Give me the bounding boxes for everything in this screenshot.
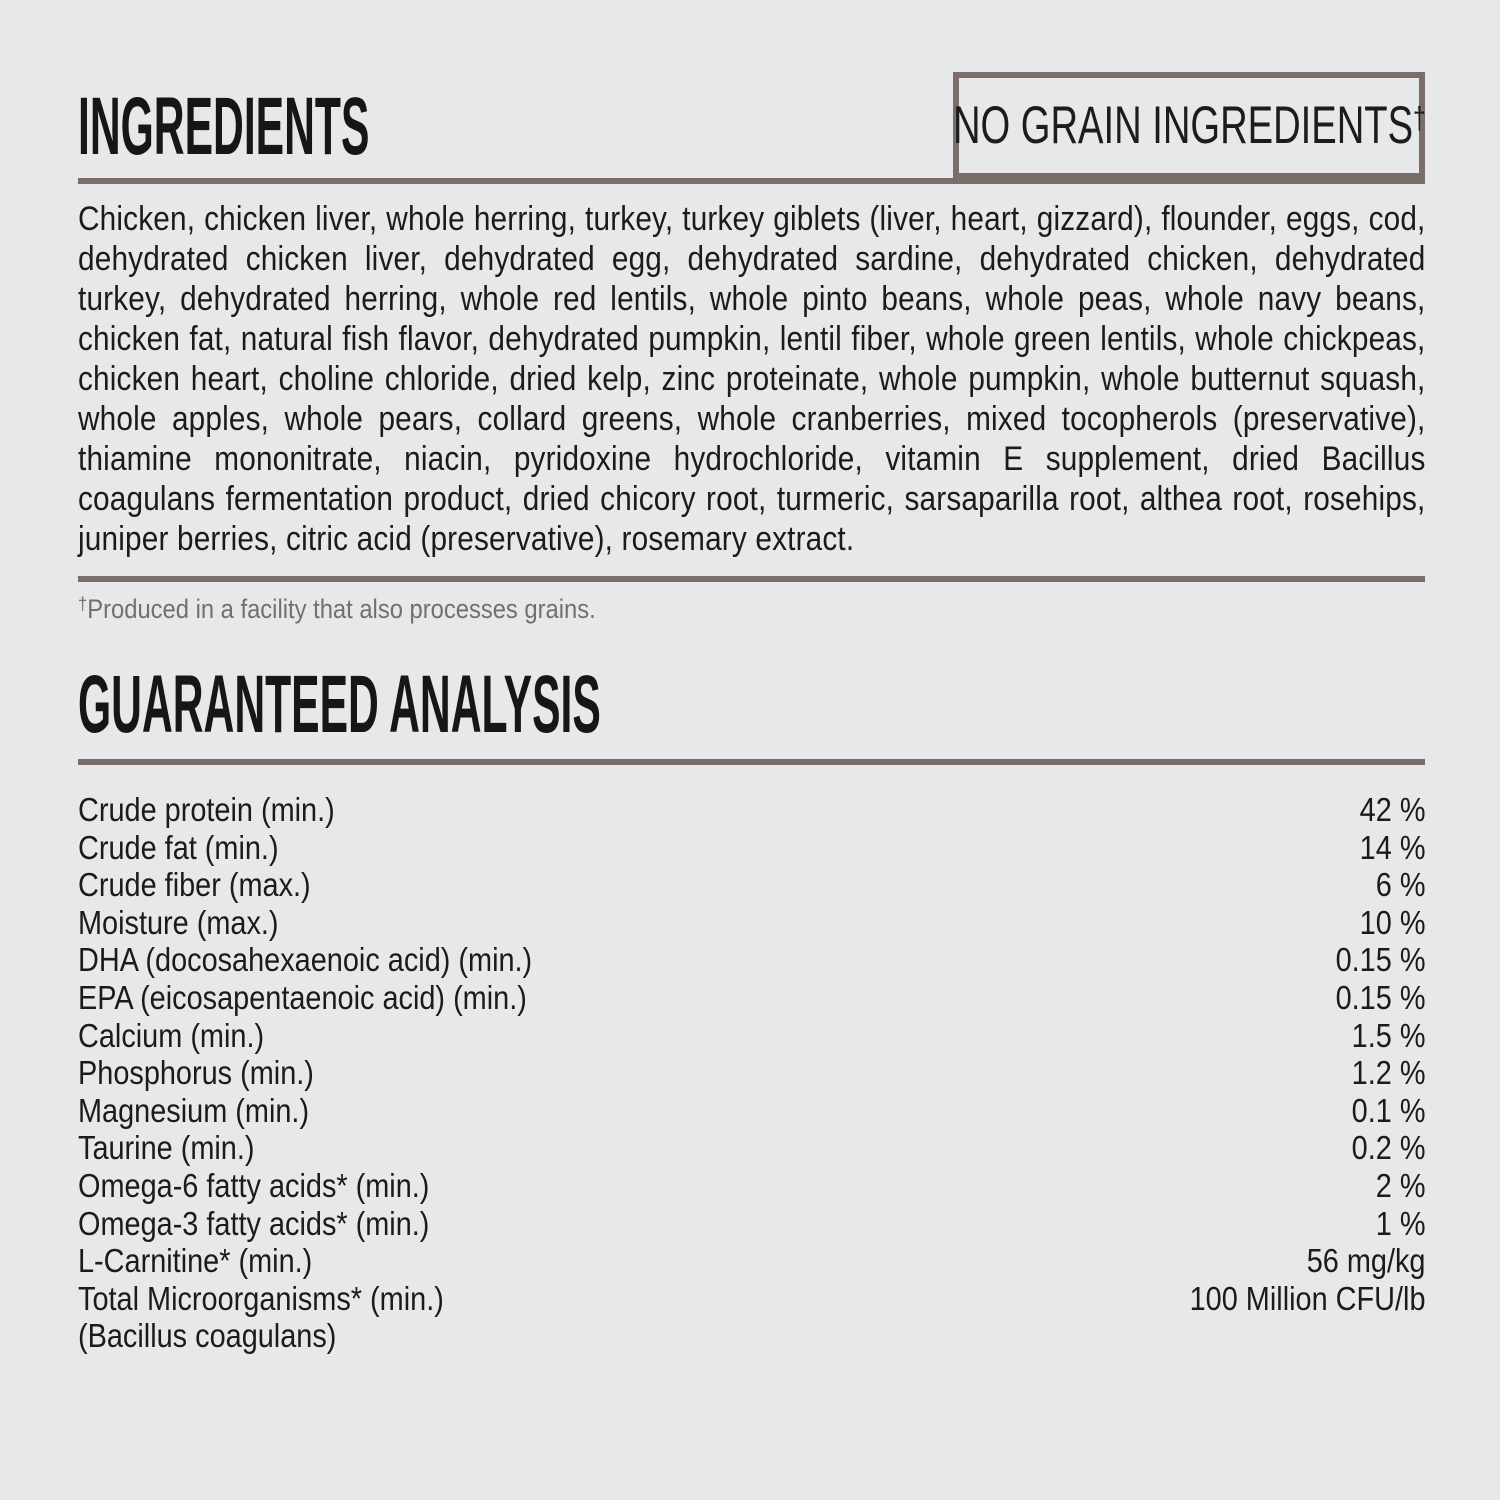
nutrient-label: Omega-6 fatty acids* (min.): [78, 1166, 430, 1204]
table-row: EPA (eicosapentaenoic acid) (min.) 0.15 …: [78, 979, 1426, 1017]
table-row: Crude fiber (max.) 6 %: [78, 866, 1426, 904]
nutrient-value: 1.2 %: [1351, 1054, 1426, 1092]
table-row: (Bacillus coagulans): [78, 1317, 1426, 1355]
nutrient-label: DHA (docosahexaenoic acid) (min.): [78, 941, 533, 979]
nutrient-value: 100 Million CFU/lb: [1189, 1279, 1426, 1317]
table-row: Calcium (min.) 1.5 %: [78, 1017, 1426, 1055]
nutrient-label: Crude fat (min.): [78, 828, 279, 866]
footnote-divider-rule: [78, 576, 1425, 582]
table-row: Phosphorus (min.) 1.2 %: [78, 1054, 1426, 1092]
table-row: Taurine (min.) 0.2 %: [78, 1129, 1426, 1167]
no-grain-badge-text: NO GRAIN INGREDIENTS†: [953, 99, 1426, 152]
ingredients-title: INGREDIENTS: [78, 81, 370, 172]
table-row: Magnesium (min.) 0.1 %: [78, 1092, 1426, 1130]
guaranteed-analysis-table: Crude protein (min.) 42 % Crude fat (min…: [78, 791, 1426, 1355]
dagger-symbol: †: [1412, 100, 1426, 136]
table-row: Crude fat (min.) 14 %: [78, 829, 1426, 867]
nutrient-value: 42 %: [1359, 791, 1426, 828]
nutrient-label: Crude fiber (max.): [78, 866, 311, 904]
nutrient-label: EPA (eicosapentaenoic acid) (min.): [78, 978, 527, 1016]
nutrient-value: 0.2 %: [1351, 1129, 1426, 1167]
table-row: Crude protein (min.) 42 %: [78, 791, 1426, 829]
nutrient-value: 6 %: [1375, 866, 1426, 904]
nutrient-value: 2 %: [1375, 1166, 1426, 1204]
table-row: Moisture (max.) 10 %: [78, 904, 1426, 942]
nutrient-label: Magnesium (min.): [78, 1091, 310, 1129]
table-row: Total Microorganisms* (min.) 100 Million…: [78, 1280, 1426, 1318]
nutrient-value: 14 %: [1359, 828, 1426, 866]
ingredients-list-text: Chicken, chicken liver, whole herring, t…: [78, 200, 1426, 558]
table-row: L-Carnitine* (min.) 56 mg/kg: [78, 1242, 1426, 1280]
nutrient-label: Total Microorganisms* (min.): [78, 1279, 444, 1317]
no-grain-badge: NO GRAIN INGREDIENTS†: [953, 72, 1425, 179]
nutrient-value: 1 %: [1375, 1204, 1426, 1242]
nutrient-label: L-Carnitine* (min.): [78, 1242, 313, 1280]
nutrient-label: Calcium (min.): [78, 1016, 265, 1054]
nutrient-value: 56 mg/kg: [1306, 1242, 1426, 1280]
nutrient-label: Phosphorus (min.): [78, 1054, 314, 1092]
nutrient-label: Moisture (max.): [78, 903, 279, 941]
footnote-text: Produced in a facility that also process…: [87, 594, 596, 624]
nutrient-label: (Bacillus coagulans): [78, 1317, 337, 1355]
table-row: Omega-6 fatty acids* (min.) 2 %: [78, 1167, 1426, 1205]
nutrient-value: 1.5 %: [1351, 1016, 1426, 1054]
guaranteed-analysis-title: GUARANTEED ANALYSIS: [78, 659, 601, 750]
nutrient-label: Omega-3 fatty acids* (min.): [78, 1204, 430, 1242]
nutrient-label: Crude protein (min.): [78, 791, 335, 828]
analysis-divider-rule: [78, 759, 1425, 765]
nutrient-value: 0.1 %: [1351, 1091, 1426, 1129]
table-row: DHA (docosahexaenoic acid) (min.) 0.15 %: [78, 941, 1426, 979]
nutrient-value: 0.15 %: [1335, 941, 1426, 979]
grain-facility-footnote: †Produced in a facility that also proces…: [78, 589, 1433, 625]
nutrient-label: Taurine (min.): [78, 1129, 255, 1167]
nutrient-value: 10 %: [1359, 903, 1426, 941]
nutrient-value: 0.15 %: [1335, 978, 1426, 1016]
dagger-symbol: †: [78, 594, 88, 615]
no-grain-badge-label: NO GRAIN INGREDIENTS: [952, 96, 1413, 155]
table-row: Omega-3 fatty acids* (min.) 1 %: [78, 1205, 1426, 1243]
ingredients-divider-rule: [78, 178, 1425, 184]
